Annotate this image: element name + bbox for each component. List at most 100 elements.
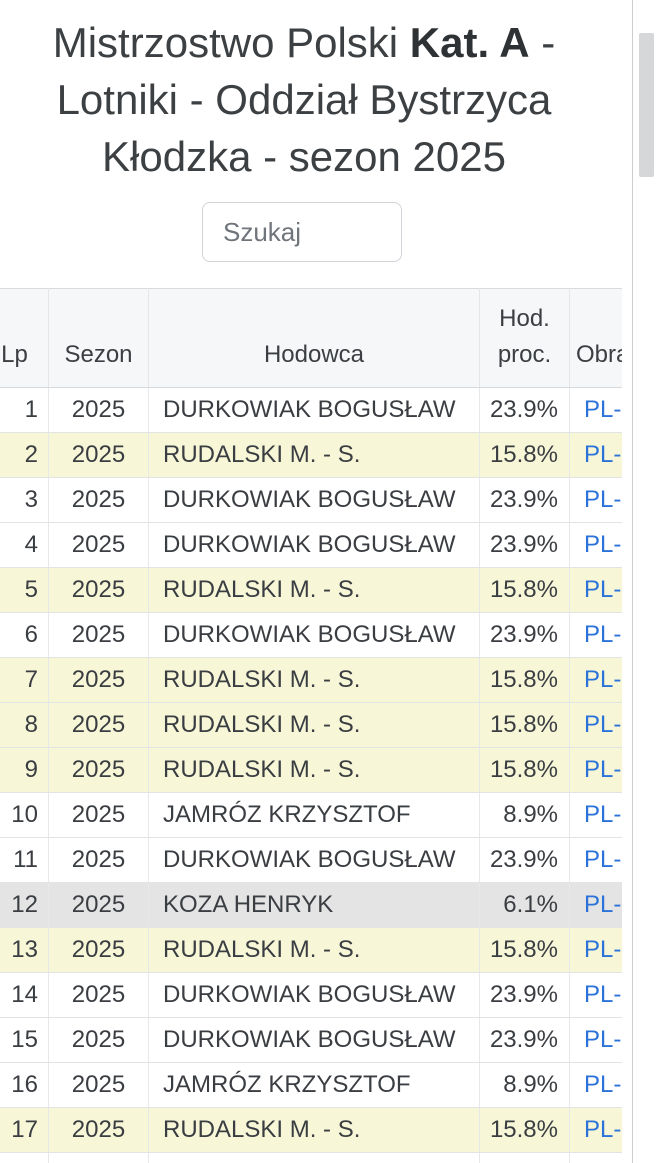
- cell-hod-proc: 6.1%: [479, 882, 570, 928]
- cell-sezon: 2025: [48, 972, 149, 1018]
- cell-lp: 5: [0, 567, 49, 613]
- cell-sezon: 2025: [48, 387, 149, 433]
- ring-link[interactable]: PL-: [584, 441, 622, 468]
- cell-obraczka: PL-: [569, 792, 622, 838]
- column-header-hod-proc[interactable]: Hod. proc.: [479, 288, 570, 388]
- scrollbar-track[interactable]: [633, 0, 658, 1163]
- page-edge-line: [632, 0, 633, 1163]
- ring-link[interactable]: PL-: [584, 1116, 622, 1143]
- ring-link[interactable]: PL-: [584, 981, 622, 1008]
- cell-obraczka: PL-: [569, 702, 622, 748]
- ring-link[interactable]: PL-: [584, 1071, 622, 1098]
- page-title: Mistrzostwo Polski Kat. A - Lotniki - Od…: [0, 14, 608, 185]
- ring-link[interactable]: PL-: [584, 486, 622, 513]
- cell-hodowca: DURKOWIAK BOGUSŁAW: [148, 387, 480, 433]
- cell-hod-proc: 23.9%: [479, 477, 570, 523]
- cell-hodowca: DURKOWIAK BOGUSŁAW: [148, 837, 480, 883]
- table-row: 10 2025 JAMRÓZ KRZYSZTOF 8.9% PL-: [0, 792, 622, 838]
- cell-lp: [0, 1152, 49, 1163]
- cell-hodowca: RUDALSKI M. - S.: [148, 1107, 480, 1153]
- cell-lp: 2: [0, 432, 49, 478]
- table-row: 6 2025 DURKOWIAK BOGUSŁAW 23.9% PL-: [0, 612, 622, 658]
- cell-obraczka: PL-: [569, 1062, 622, 1108]
- ring-link[interactable]: PL-: [584, 576, 622, 603]
- table-row: 2 2025 RUDALSKI M. - S. 15.8% PL-: [0, 432, 622, 478]
- cell-lp: 7: [0, 657, 49, 703]
- cell-obraczka: PL-: [569, 477, 622, 523]
- ring-link[interactable]: PL-: [584, 531, 622, 558]
- cell-hod-proc: 8.9%: [479, 792, 570, 838]
- cell-hod-proc: [479, 1152, 570, 1163]
- cell-lp: 1: [0, 387, 49, 433]
- column-header-sezon[interactable]: Sezon: [48, 288, 149, 388]
- column-header-obraczka[interactable]: Obrączka: [569, 288, 622, 388]
- page-title-line-3: Kłodzka - sezon 2025: [102, 133, 506, 180]
- cell-hodowca: RUDALSKI M. - S.: [148, 657, 480, 703]
- cell-sezon: 2025: [48, 1017, 149, 1063]
- cell-hod-proc: 23.9%: [479, 387, 570, 433]
- table-row: 5 2025 RUDALSKI M. - S. 15.8% PL-: [0, 567, 622, 613]
- cell-hodowca: RUDALSKI M. - S.: [148, 927, 480, 973]
- cell-hodowca: DURKOWIAK BOGUSŁAW: [148, 522, 480, 568]
- cell-hod-proc: 23.9%: [479, 1017, 570, 1063]
- cell-obraczka: PL-: [569, 657, 622, 703]
- column-header-hodowca[interactable]: Hodowca: [148, 288, 480, 388]
- cell-obraczka: PL-: [569, 1017, 622, 1063]
- cell-hodowca: DURKOWIAK BOGUSŁAW: [148, 612, 480, 658]
- cell-obraczka: PL-: [569, 432, 622, 478]
- table-row: [0, 1152, 622, 1163]
- table-row: 16 2025 JAMRÓZ KRZYSZTOF 8.9% PL-: [0, 1062, 622, 1108]
- cell-hodowca: DURKOWIAK BOGUSŁAW: [148, 972, 480, 1018]
- scrollbar-thumb[interactable]: [639, 33, 654, 177]
- cell-hodowca: RUDALSKI M. - S.: [148, 747, 480, 793]
- cell-sezon: 2025: [48, 612, 149, 658]
- ring-link[interactable]: PL-: [584, 756, 622, 783]
- cell-hod-proc: 15.8%: [479, 927, 570, 973]
- cell-hodowca: RUDALSKI M. - S.: [148, 702, 480, 748]
- cell-hod-proc: 15.8%: [479, 567, 570, 613]
- ring-link[interactable]: PL-: [584, 846, 622, 873]
- ring-link[interactable]: PL-: [584, 936, 622, 963]
- cell-sezon: 2025: [48, 432, 149, 478]
- table-row: 11 2025 DURKOWIAK BOGUSŁAW 23.9% PL-: [0, 837, 622, 883]
- cell-hodowca: DURKOWIAK BOGUSŁAW: [148, 477, 480, 523]
- cell-lp: 12: [0, 882, 49, 928]
- ring-link[interactable]: PL-: [584, 711, 622, 738]
- cell-sezon: [48, 1152, 149, 1163]
- ring-link[interactable]: PL-: [584, 801, 622, 828]
- ring-link[interactable]: PL-: [584, 1026, 622, 1053]
- cell-obraczka: [569, 1152, 622, 1163]
- cell-sezon: 2025: [48, 702, 149, 748]
- cell-lp: 16: [0, 1062, 49, 1108]
- cell-obraczka: PL-: [569, 567, 622, 613]
- cell-hod-proc: 15.8%: [479, 1107, 570, 1153]
- table-row: 8 2025 RUDALSKI M. - S. 15.8% PL-: [0, 702, 622, 748]
- cell-obraczka: PL-: [569, 837, 622, 883]
- table-row: 1 2025 DURKOWIAK BOGUSŁAW 23.9% PL-: [0, 387, 622, 433]
- cell-hod-proc: 23.9%: [479, 522, 570, 568]
- table-row: 15 2025 DURKOWIAK BOGUSŁAW 23.9% PL-: [0, 1017, 622, 1063]
- cell-sezon: 2025: [48, 1107, 149, 1153]
- cell-sezon: 2025: [48, 837, 149, 883]
- cell-hodowca: RUDALSKI M. - S.: [148, 432, 480, 478]
- cell-hodowca: [148, 1152, 480, 1163]
- title-text-dash: -: [529, 19, 556, 66]
- results-table: Lp Sezon Hodowca Hod. proc. Obrączka 1 2…: [0, 288, 622, 1163]
- search-input[interactable]: [202, 202, 402, 262]
- cell-hod-proc: 8.9%: [479, 1062, 570, 1108]
- ring-link[interactable]: PL-: [584, 666, 622, 693]
- results-table-container: Lp Sezon Hodowca Hod. proc. Obrączka 1 2…: [0, 288, 622, 1163]
- cell-sezon: 2025: [48, 657, 149, 703]
- ring-link[interactable]: PL-: [584, 396, 622, 423]
- cell-lp: 3: [0, 477, 49, 523]
- cell-obraczka: PL-: [569, 1107, 622, 1153]
- cell-hod-proc: 15.8%: [479, 747, 570, 793]
- cell-lp: 15: [0, 1017, 49, 1063]
- ring-link[interactable]: PL-: [584, 621, 622, 648]
- cell-hod-proc: 23.9%: [479, 612, 570, 658]
- ring-link[interactable]: PL-: [584, 891, 622, 918]
- column-header-lp[interactable]: Lp: [0, 288, 49, 388]
- cell-obraczka: PL-: [569, 387, 622, 433]
- table-row: 12 2025 KOZA HENRYK 6.1% PL-: [0, 882, 622, 928]
